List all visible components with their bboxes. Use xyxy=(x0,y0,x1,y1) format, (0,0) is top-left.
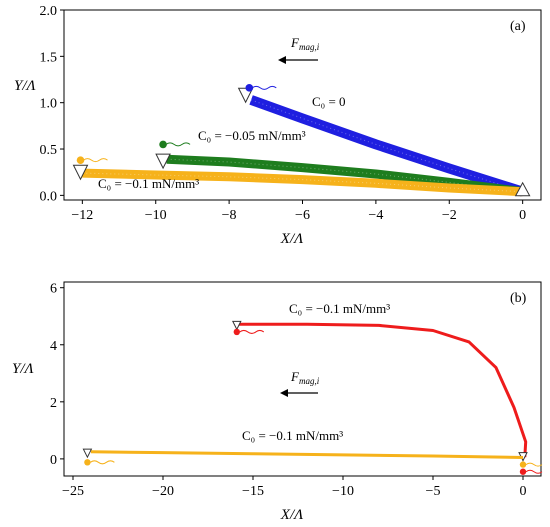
y-tick-label: 0 xyxy=(50,453,57,468)
force-arrow xyxy=(280,389,318,397)
swimmer-dot xyxy=(84,459,91,466)
x-tick-label: −20 xyxy=(152,484,174,499)
x-tick-label: −2 xyxy=(442,208,457,223)
swimmer-dot xyxy=(159,140,167,149)
force-arrow xyxy=(278,56,318,64)
svg-text:Fmag,i: Fmag,i xyxy=(290,369,320,386)
panel-label: (a) xyxy=(510,19,526,34)
start-marker xyxy=(82,448,93,459)
y-axis-label: Y/Λ xyxy=(12,361,34,377)
series-texture-green xyxy=(166,158,523,193)
y-tick-label: 0.5 xyxy=(40,143,58,158)
swimmer-dot xyxy=(233,328,240,336)
swimmer-tail xyxy=(239,329,265,334)
svg-text:X/Λ: X/Λ xyxy=(280,507,303,523)
series-line-green xyxy=(166,154,524,197)
swimmer-dot xyxy=(519,468,527,475)
swimmer-tail xyxy=(90,460,115,465)
x-tick-label: −10 xyxy=(145,208,167,223)
series-line-orange xyxy=(82,168,523,197)
series-annotation: C₀ = 0 xyxy=(312,94,346,109)
swimmer-dot xyxy=(245,84,254,92)
series-line-orange xyxy=(90,450,524,459)
start-marker xyxy=(231,320,242,331)
swimmer-tail xyxy=(525,469,543,474)
swimmer-tail xyxy=(83,158,108,163)
x-tick-label: −8 xyxy=(222,208,237,223)
x-tick-label: −15 xyxy=(242,484,264,499)
plot-frame xyxy=(63,281,542,477)
force-label: Fmag,i xyxy=(290,35,320,52)
x-tick-label: −6 xyxy=(295,208,310,223)
panel-label: (b) xyxy=(510,291,527,306)
swimmer-dot xyxy=(519,461,527,468)
y-tick-label: 1.0 xyxy=(40,97,58,112)
series-annotation: C₀ = −0.1 mN/mm³ xyxy=(242,428,343,443)
svg-text:Y/Λ: Y/Λ xyxy=(12,361,34,377)
x-tick-label: −12 xyxy=(71,208,93,223)
x-tick-label: −25 xyxy=(62,484,84,499)
swimmer-dot xyxy=(76,156,85,164)
x-tick-label: −10 xyxy=(332,484,354,499)
force-label: Fmag,i xyxy=(290,369,320,386)
swimmer-tail xyxy=(251,85,277,90)
y-tick-label: 1.5 xyxy=(40,50,58,65)
y-tick-label: 0.0 xyxy=(40,189,58,204)
y-tick-label: 6 xyxy=(50,282,57,297)
x-tick-label: −4 xyxy=(368,208,383,223)
svg-text:Fmag,i: Fmag,i xyxy=(290,35,320,52)
x-tick-label: 0 xyxy=(519,208,526,223)
y-axis-label: Y/Λ xyxy=(14,78,36,94)
x-tick-label: 0 xyxy=(520,484,527,499)
swimmer-tail xyxy=(165,142,191,147)
series-annotation: C₀ = −0.1 mN/mm³ xyxy=(98,176,199,191)
panel-a: (a) X/Λ Y/Λ −12 −10 −8 −6 −4 −2 0 0.0 0.5 1.0 1.5 2… xyxy=(14,4,542,247)
series-texture-blue xyxy=(250,99,523,193)
x-tick-label: −5 xyxy=(426,484,441,499)
y-tick-label: 2 xyxy=(50,396,57,411)
series-line-red xyxy=(238,322,528,458)
x-axis-label: X/Λ xyxy=(280,507,303,523)
panel-b: (b) X/Λ Y/Λ −25 −20 −15 −10 −5 0 0 2 4 6 Fmag,i C… xyxy=(12,281,543,523)
start-marker xyxy=(155,153,171,170)
series-annotation: C₀ = −0.05 mN/mm³ xyxy=(198,128,306,143)
svg-text:X/Λ: X/Λ xyxy=(280,231,303,247)
swimmer-tail xyxy=(525,462,543,467)
svg-text:Y/Λ: Y/Λ xyxy=(14,78,36,94)
x-axis-label: X/Λ xyxy=(280,231,303,247)
y-tick-label: 2.0 xyxy=(40,4,58,19)
end-marker xyxy=(514,181,531,197)
series-line-blue xyxy=(249,95,525,197)
y-tick-label: 4 xyxy=(50,339,57,354)
start-marker xyxy=(72,164,89,181)
series-annotation: C₀ = −0.1 mN/mm³ xyxy=(289,301,390,316)
series-texture-orange xyxy=(82,172,523,193)
